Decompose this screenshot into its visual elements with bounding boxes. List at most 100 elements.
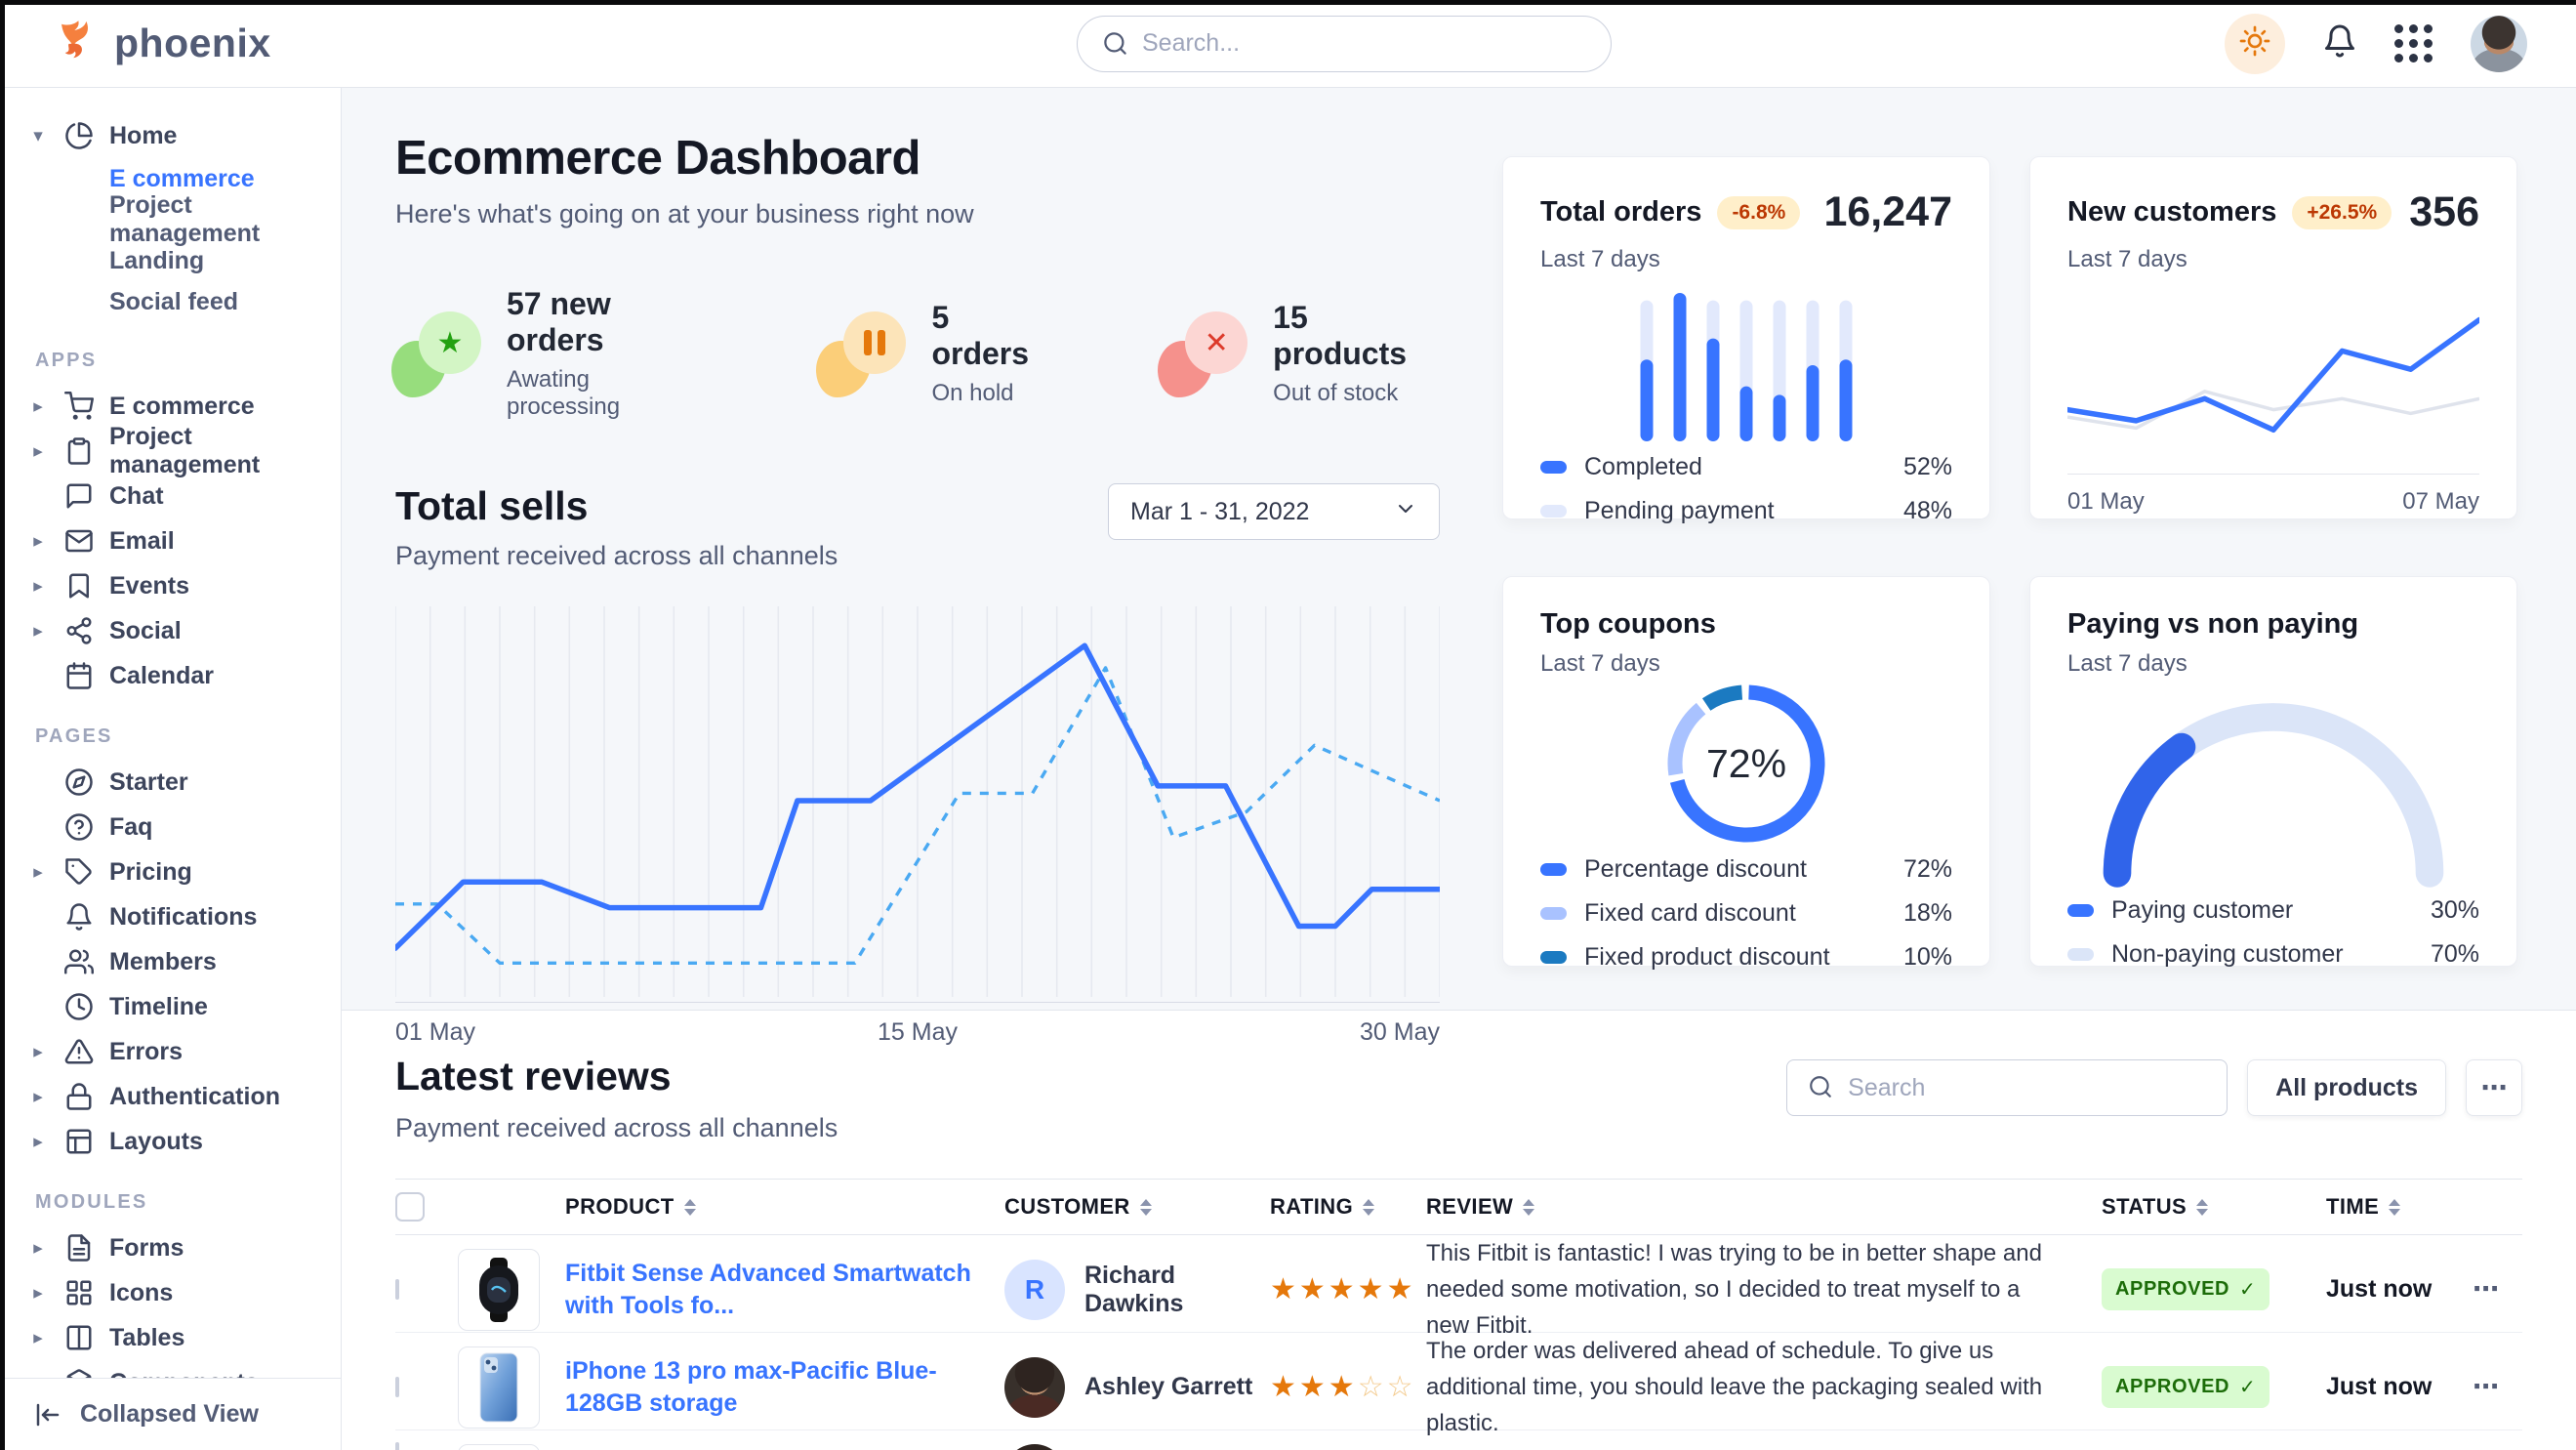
legend-row: Completed 52% [1540,453,1952,481]
product-thumbnail-iphone[interactable] [458,1346,540,1429]
sidebar-item-social-feed[interactable]: Social feed [109,287,238,315]
reviews-title: Latest reviews [395,1054,672,1098]
row-checkbox[interactable] [395,1278,399,1300]
all-products-button[interactable]: All products [2247,1059,2446,1116]
theme-toggle-button[interactable] [2225,13,2285,74]
sidebar-item-faq[interactable]: Faq [27,805,325,849]
sidebar-item-project-management[interactable]: Project management [109,191,261,247]
rating-stars: ★★★★★ [1270,1273,1416,1306]
apps-menu-button[interactable] [2394,23,2433,63]
legend-swatch [2067,948,2094,961]
sort-icon [1139,1198,1152,1216]
sidebar-item-apps-ecommerce[interactable]: ▸ E commerce [27,384,325,429]
legend-row: Pending payment 48% [1540,497,1952,525]
mail-icon [64,526,94,556]
layout-icon [64,1127,94,1156]
sun-icon [2239,25,2270,62]
sidebar-item-apps-project-management[interactable]: ▸ Project management [27,423,325,478]
sidebar-item-icons[interactable]: ▸ Icons [27,1270,325,1315]
dashboard-area: Ecommerce Dashboard Here's what's going … [342,88,2576,1046]
reviews-search-input[interactable] [1786,1059,2228,1116]
product-thumbnail-smartwatch[interactable] [458,1248,540,1331]
bookmark-icon [64,571,94,601]
sidebar-item-forms[interactable]: ▸ Forms [27,1225,325,1270]
card-period: Last 7 days [1540,246,1660,272]
sidebar-item-calendar[interactable]: Calendar [27,653,325,698]
sidebar-item-social[interactable]: ▸ Social [27,608,325,653]
sidebar-item-e-commerce[interactable]: E commerce [109,164,255,192]
card-value: 16,247 [1823,188,1952,235]
column-header-customer[interactable]: CUSTOMER [1004,1194,1270,1220]
stat-new-orders: ★ 57 new orders Awating processing [391,286,705,421]
sidebar-item-notifications[interactable]: Notifications [27,894,325,939]
select-all-checkbox[interactable] [395,1192,425,1222]
reviews-table: PRODUCT CUSTOMER RATING REVIEW STATUS TI… [395,1179,2522,1450]
brand-logo[interactable]: phoenix [0,19,342,68]
date-range-select[interactable]: Mar 1 - 31, 2022 [1108,483,1440,540]
sidebar-item-authentication[interactable]: ▸ Authentication [27,1074,325,1119]
bell-icon [64,902,94,932]
column-header-review[interactable]: REVIEW [1426,1194,2102,1220]
sidebar-item-landing[interactable]: Landing [109,246,205,274]
pause-blob-icon [816,311,907,397]
collapse-sidebar-button[interactable]: Collapsed View [0,1378,341,1450]
row-menu-button[interactable]: ⋯ [2473,1274,2499,1305]
more-actions-button[interactable]: ⋯ [2466,1059,2522,1116]
sidebar-item-timeline[interactable]: Timeline [27,984,325,1029]
collapse-label: Collapsed View [80,1400,259,1428]
customer-avatar[interactable]: R [1004,1259,1065,1320]
product-thumbnail[interactable] [458,1444,540,1450]
product-link[interactable]: iPhone 13 pro max-Pacific Blue-128GB sto… [565,1357,937,1417]
row-checkbox[interactable] [395,1376,399,1397]
sidebar-item-tables[interactable]: ▸ Tables [27,1315,325,1360]
sidebar-item-members[interactable]: Members [27,939,325,984]
row-menu-button[interactable]: ⋯ [2473,1372,2499,1402]
customer-avatar[interactable] [1004,1356,1065,1418]
reviews-subtitle: Payment received across all channels [395,1113,838,1142]
notifications-button[interactable] [2322,23,2357,63]
legend-row: Fixed product discount 10% [1540,943,1952,972]
sidebar-nav: ▾ Home E commerce Project management Lan… [0,113,341,1378]
sort-icon [1363,1198,1375,1216]
customer-avatar[interactable] [1004,1444,1065,1450]
column-header-rating[interactable]: RATING [1270,1194,1426,1220]
column-header-product[interactable]: PRODUCT [565,1194,1004,1220]
sidebar-item-label: Timeline [109,992,208,1020]
sidebar-item-chat[interactable]: Chat [27,474,325,518]
sidebar-item-events[interactable]: ▸ Events [27,563,325,608]
row-checkbox[interactable] [395,1442,399,1450]
sidebar-item-email[interactable]: ▸ Email [27,518,325,563]
total-sells-subtitle: Payment received across all channels [395,541,838,570]
legend-row: Fixed card discount 18% [1540,899,1952,928]
new-customers-card: New customers +26.5% 356 Last 7 days 01 … [2029,156,2517,519]
rating-stars: ★★★☆☆ [1270,1371,1416,1404]
sidebar-item-components[interactable]: ▸ Components [27,1360,325,1378]
sidebar-item-starter[interactable]: Starter [27,760,325,805]
sidebar-item-label: Errors [109,1037,184,1065]
column-header-time[interactable]: TIME [2326,1194,2473,1220]
review-text: This Fitbit is fantastic! I was trying t… [1426,1240,2042,1340]
sidebar-item-errors[interactable]: ▸ Errors [27,1029,325,1074]
sidebar-item-pricing[interactable]: ▸ Pricing [27,849,325,894]
bell-icon [2322,23,2357,63]
shopping-cart-icon [64,392,94,421]
column-header-status[interactable]: STATUS [2102,1194,2326,1220]
chat-bubble-icon [64,481,94,511]
user-avatar[interactable] [2471,15,2527,72]
time-cell: Just now [2326,1275,2433,1304]
search-input[interactable] [1077,15,1612,72]
product-link[interactable]: Fitbit Sense Advanced Smartwatch with To… [565,1260,971,1319]
sidebar-item-label: Chat [109,481,164,510]
sidebar-item-home[interactable]: ▾ Home [27,113,325,158]
sidebar-item-label: Icons [109,1278,174,1306]
sidebar-item-layouts[interactable]: ▸ Layouts [27,1119,325,1164]
sidebar-item-label: Components [109,1369,259,1379]
card-title: Top coupons [1540,608,1716,640]
global-search [1077,15,1612,72]
total-sells-x-axis: 01 May 15 May 30 May [395,1018,1440,1047]
screen-edge [0,0,2576,5]
share-icon [64,616,94,645]
stat-value: 57 new orders [507,286,611,357]
collapse-left-icon [33,1400,62,1429]
users-icon [64,947,94,976]
